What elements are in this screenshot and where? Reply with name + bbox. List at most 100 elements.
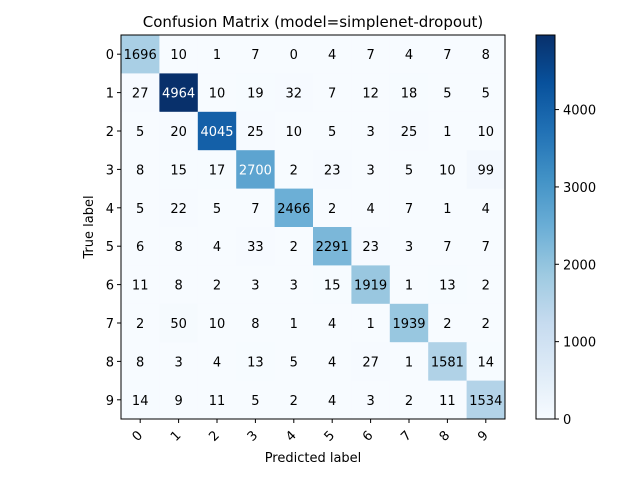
cell-value-label: 4 bbox=[482, 202, 490, 217]
cell-value-label: 11 bbox=[439, 394, 456, 409]
colorbar-tick-label: 0 bbox=[563, 413, 571, 428]
heatmap-cell bbox=[389, 188, 429, 228]
y-tick-label: 7 bbox=[106, 317, 114, 332]
x-tick-label: 0 bbox=[130, 428, 146, 444]
cell-value-label: 13 bbox=[247, 355, 264, 370]
heatmap-cell bbox=[159, 111, 199, 151]
heatmap-cell bbox=[466, 73, 506, 113]
heatmap-cell bbox=[313, 342, 352, 382]
cell-value-label: 6 bbox=[136, 240, 144, 255]
heatmap-cell bbox=[121, 188, 160, 228]
heatmap-cell bbox=[121, 111, 160, 151]
heatmap-cell bbox=[159, 303, 199, 343]
heatmap-cell bbox=[274, 342, 314, 382]
cell-value-label: 4 bbox=[328, 355, 336, 370]
heatmap-cell bbox=[159, 342, 199, 382]
cell-value-label: 4 bbox=[405, 48, 413, 63]
heatmap-cell bbox=[428, 303, 468, 343]
heatmap-cell bbox=[351, 342, 391, 382]
heatmap-cell bbox=[121, 150, 160, 190]
cell-value-label: 11 bbox=[209, 394, 226, 409]
heatmap-cell bbox=[466, 111, 506, 151]
cell-value-label: 25 bbox=[401, 125, 418, 140]
heatmap-cells: 1696 10 1 7 0 4 7 4 7 827 4964 10 19 32 7 12 18 5 55 20 4045… bbox=[121, 35, 506, 420]
x-tick-label: 5 bbox=[322, 428, 338, 444]
heatmap-cell bbox=[466, 35, 506, 74]
heatmap-cell bbox=[313, 265, 352, 305]
heatmap-cell bbox=[313, 227, 352, 266]
heatmap-cell bbox=[466, 380, 506, 420]
cell-value-label: 2466 bbox=[277, 202, 310, 217]
heatmap-cell bbox=[236, 342, 276, 382]
cell-value-label: 7 bbox=[405, 202, 413, 217]
heatmap-cell bbox=[159, 35, 199, 74]
heatmap-cell bbox=[389, 380, 429, 420]
cell-value-label: 7 bbox=[328, 87, 336, 102]
heatmap-cell bbox=[389, 342, 429, 382]
cell-value-label: 1 bbox=[443, 125, 451, 140]
cell-value-label: 13 bbox=[439, 279, 456, 294]
y-tick-label: 2 bbox=[106, 125, 114, 140]
heatmap-cell bbox=[428, 150, 468, 190]
x-tick-label: 2 bbox=[206, 428, 222, 444]
heatmap-cell bbox=[351, 227, 391, 266]
cell-value-label: 12 bbox=[362, 87, 379, 102]
heatmap-cell bbox=[428, 342, 468, 382]
cell-value-label: 22 bbox=[170, 202, 187, 217]
cell-value-label: 15 bbox=[170, 163, 187, 178]
cell-value-label: 10 bbox=[170, 48, 187, 63]
cell-value-label: 1919 bbox=[354, 279, 387, 294]
cell-value-label: 3 bbox=[366, 163, 374, 178]
y-tick-label: 5 bbox=[106, 240, 114, 255]
plot-frame bbox=[120, 34, 506, 420]
y-tick-label: 1 bbox=[106, 87, 114, 102]
x-tick-label: 3 bbox=[245, 428, 261, 444]
heatmap-cell bbox=[236, 303, 276, 343]
cell-value-label: 50 bbox=[170, 317, 187, 332]
cell-value-label: 0 bbox=[290, 48, 298, 63]
heatmap-cell bbox=[351, 73, 391, 113]
cell-value-label: 4964 bbox=[162, 87, 195, 102]
cell-value-label: 7 bbox=[443, 48, 451, 63]
cell-value-label: 7 bbox=[251, 48, 259, 63]
cell-value-label: 23 bbox=[324, 163, 341, 178]
heatmap-cell bbox=[159, 150, 199, 190]
cell-value-label: 2 bbox=[136, 317, 144, 332]
heatmap-cell bbox=[351, 380, 391, 420]
heatmap-cell bbox=[197, 227, 237, 266]
heatmap-cell bbox=[274, 380, 314, 420]
cell-value-label: 7 bbox=[366, 48, 374, 63]
cell-value-label: 20 bbox=[170, 125, 187, 140]
heatmap-cell bbox=[159, 73, 199, 113]
cell-value-label: 17 bbox=[209, 163, 226, 178]
cell-value-label: 7 bbox=[251, 202, 259, 217]
heatmap-cell bbox=[466, 265, 506, 305]
cell-value-label: 3 bbox=[251, 279, 259, 294]
cell-value-label: 9 bbox=[174, 394, 182, 409]
cell-value-label: 1696 bbox=[124, 48, 157, 63]
cell-value-label: 2 bbox=[482, 279, 490, 294]
colorbar-tick-label: 1000 bbox=[563, 336, 596, 351]
cell-value-label: 5 bbox=[136, 202, 144, 217]
heatmap-cell bbox=[351, 35, 391, 74]
cell-value-label: 14 bbox=[132, 394, 149, 409]
heatmap-cell bbox=[313, 380, 352, 420]
cell-value-label: 3 bbox=[366, 125, 374, 140]
heatmap-cell bbox=[351, 188, 391, 228]
cell-value-label: 2 bbox=[443, 317, 451, 332]
heatmap-cell bbox=[274, 111, 314, 151]
cell-value-label: 5 bbox=[136, 125, 144, 140]
cell-value-label: 4 bbox=[328, 394, 336, 409]
heatmap-cell bbox=[236, 150, 276, 190]
cell-value-label: 8 bbox=[251, 317, 259, 332]
cell-value-label: 2 bbox=[328, 202, 336, 217]
chart-title: Confusion Matrix (model=simplenet-dropou… bbox=[143, 13, 484, 31]
heatmap-cell bbox=[428, 35, 468, 74]
cell-value-label: 4 bbox=[213, 240, 221, 255]
heatmap-cell bbox=[466, 342, 506, 382]
heatmap-cell bbox=[389, 150, 429, 190]
cell-value-label: 2 bbox=[290, 240, 298, 255]
cell-value-label: 1 bbox=[405, 355, 413, 370]
cell-value-label: 2 bbox=[482, 317, 490, 332]
cell-value-label: 1 bbox=[213, 48, 221, 63]
